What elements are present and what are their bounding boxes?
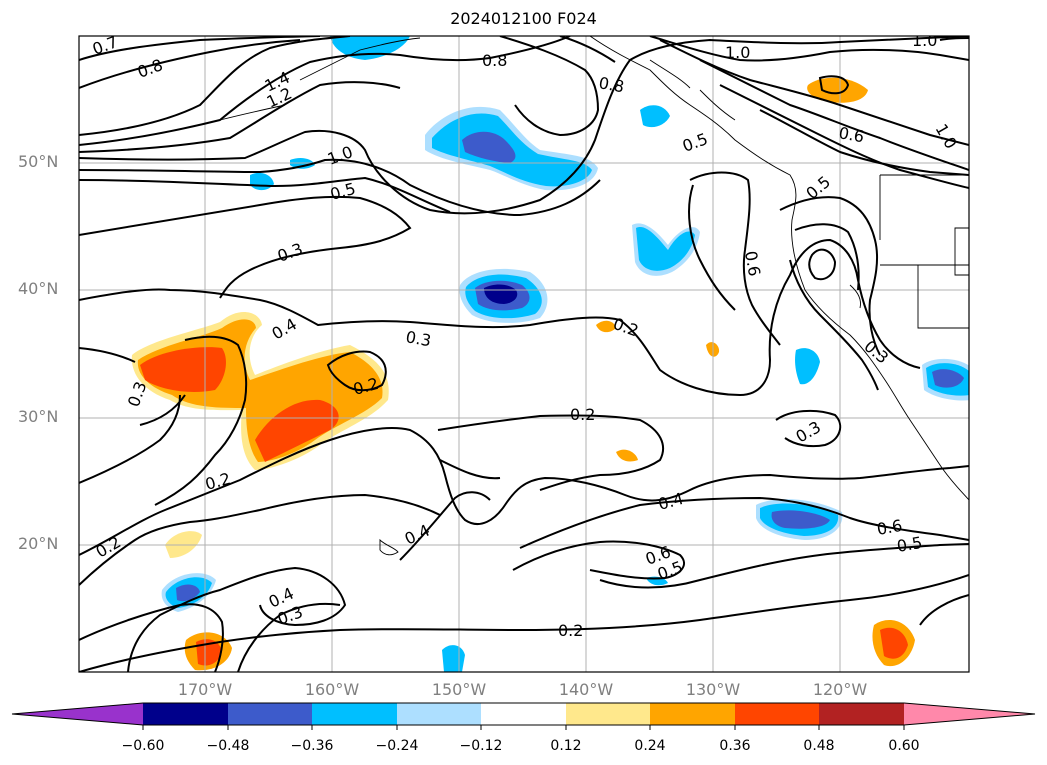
anomaly-blob-positive — [255, 399, 339, 462]
anomaly-blob-negative — [484, 284, 518, 304]
lat-label: 40°N — [18, 279, 59, 298]
colorbar-tick-label: −0.48 — [206, 738, 250, 754]
colorbar-segment — [650, 703, 735, 725]
colorbar-tick-label: 0.48 — [803, 738, 835, 754]
colorbar — [11, 702, 1036, 730]
contour-label: 0.2 — [558, 621, 583, 640]
graticule — [79, 36, 969, 672]
anomaly-blob-negative — [636, 227, 695, 271]
contour-label: 0.8 — [597, 73, 625, 96]
colorbar-segment — [819, 703, 904, 725]
lat-label: 30°N — [18, 407, 59, 426]
colorbar-tick-label: −0.12 — [459, 738, 503, 754]
colorbar-segment — [904, 703, 1035, 725]
anomaly-blob-negative — [771, 510, 830, 529]
colorbar-tick-label: 0.12 — [550, 738, 582, 754]
contour-label: 0.2 — [570, 405, 595, 424]
colorbar-tick-label: 0.24 — [634, 738, 666, 754]
contour-lines — [79, 36, 969, 672]
anomaly-blob-negative — [442, 645, 465, 672]
anomaly-blob-positive — [596, 320, 616, 333]
anomaly-blob-negative — [462, 131, 516, 163]
lon-label: 140°W — [558, 680, 614, 699]
map-frame — [78, 35, 970, 673]
contour-label: 0.6 — [741, 249, 764, 277]
anomaly-blob-negative — [932, 369, 964, 388]
colorbar-tick-label: 0.36 — [719, 738, 751, 754]
lon-label: 120°W — [812, 680, 868, 699]
colorbar-tick-label: −0.24 — [375, 738, 419, 754]
colorbar-segment — [12, 703, 143, 725]
anomaly-blob-negative — [640, 105, 670, 128]
contour-label: 1.0 — [912, 31, 937, 50]
colorbar-tick-label: −0.36 — [290, 738, 334, 754]
anomaly-shading — [131, 36, 969, 672]
colorbar-segment — [143, 703, 228, 725]
anomaly-blob-negative — [795, 348, 820, 385]
anomaly-blob-positive — [807, 77, 868, 103]
contour-label: 0.8 — [482, 51, 507, 70]
lon-label: 170°W — [177, 680, 233, 699]
contour-label: 0.3 — [404, 327, 432, 350]
lon-label: 130°W — [685, 680, 741, 699]
colorbar-segment — [481, 703, 566, 725]
colorbar-segment — [228, 703, 312, 725]
lon-label: 150°W — [431, 680, 487, 699]
lat-label: 20°N — [18, 534, 59, 553]
contour-label: 0.6 — [875, 516, 903, 539]
colorbar-tick-label: −0.60 — [121, 738, 165, 754]
lat-label: 50°N — [18, 152, 59, 171]
contour-label: 0.6 — [837, 123, 865, 146]
anomaly-blob-positive — [140, 347, 226, 392]
colorbar-segment — [735, 703, 819, 725]
colorbar-tick-label: 0.60 — [888, 738, 920, 754]
anomaly-blob-positive — [880, 627, 908, 659]
lon-label: 160°W — [304, 680, 360, 699]
contour-label: 0.5 — [895, 533, 923, 556]
colorbar-segment — [566, 703, 650, 725]
colorbar-segment — [397, 703, 481, 725]
colorbar-ticks — [142, 725, 905, 730]
contour-label: 1.0 — [725, 43, 750, 62]
map-title: 2024012100 F024 — [450, 9, 597, 28]
anomaly-blob-negative — [176, 584, 200, 602]
anomaly-blob-positive — [616, 449, 638, 462]
colorbar-segment — [312, 703, 397, 725]
coastline — [219, 36, 969, 556]
